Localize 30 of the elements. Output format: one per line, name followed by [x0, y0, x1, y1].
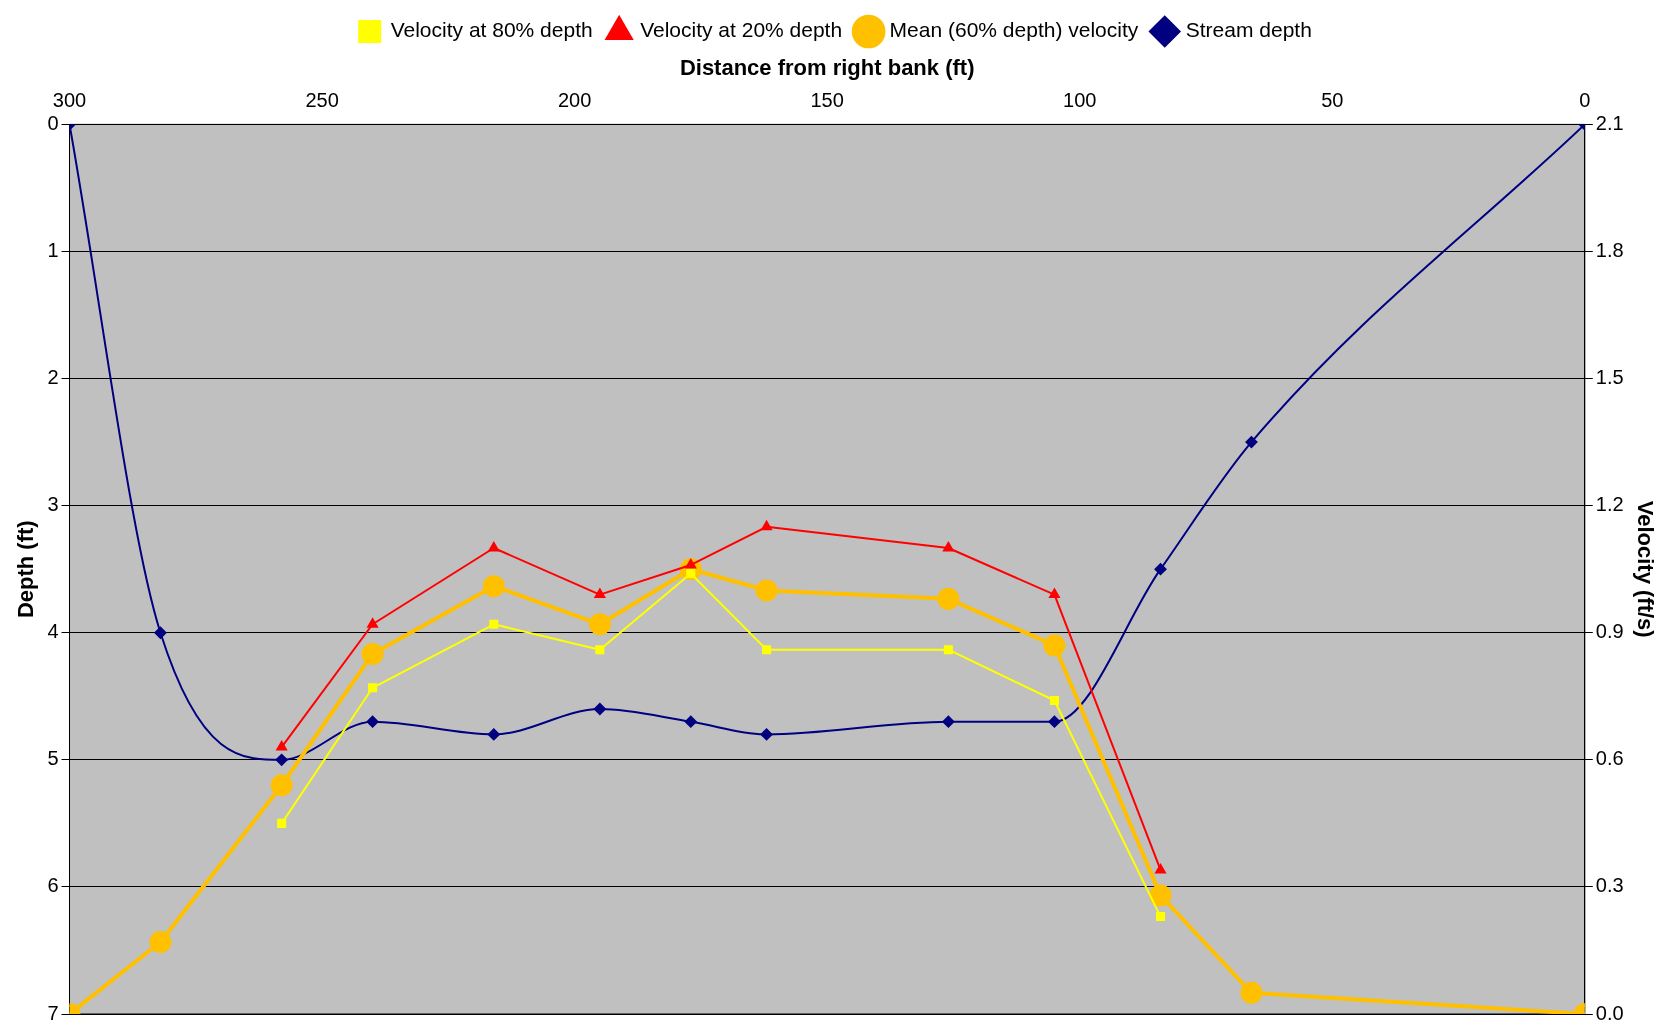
y2-tick-label: 1.8: [1595, 239, 1624, 261]
x-tick-label: 250: [305, 88, 339, 111]
x-tick-label: 200: [557, 88, 592, 111]
legend-label: Velocity at 20% depth: [640, 18, 843, 42]
y2-tick-label: 2.1: [1595, 111, 1624, 134]
y-tick-label: 1: [47, 239, 59, 261]
y-tick-label: 0: [47, 111, 59, 134]
y-tick-label: 3: [47, 493, 59, 516]
y2-tick-label: 0.0: [1595, 1001, 1624, 1024]
x-tick-label: 50: [1321, 88, 1344, 111]
y2-tick-label: 1.2: [1595, 493, 1624, 516]
legend-label: Stream depth: [1185, 18, 1312, 42]
y2-tick-label: 0.6: [1595, 747, 1624, 770]
x-tick-label: 0: [1579, 88, 1591, 111]
x-axis-title: Distance from right bank (ft): [679, 55, 975, 81]
y-tick-label: 5: [47, 747, 59, 770]
legend-label: Mean (60% depth) velocity: [889, 18, 1139, 42]
y2-tick-label: 1.5: [1595, 366, 1624, 389]
y-axis-title: Depth (ft): [13, 520, 39, 619]
y-tick-label: 4: [47, 620, 59, 643]
y-tick-label: 6: [47, 874, 59, 897]
y2-axis-title: Velocity (ft/s): [1632, 500, 1658, 638]
x-tick-label: 150: [810, 88, 844, 111]
legend-label: Velocity at 80% depth: [390, 18, 593, 42]
y-tick-label: 2: [47, 366, 59, 389]
x-tick-label: 300: [52, 88, 87, 111]
y2-tick-label: 0.3: [1595, 874, 1624, 897]
x-tick-label: 100: [1063, 88, 1097, 111]
y-tick-label: 7: [47, 1001, 59, 1024]
y2-tick-label: 0.9: [1595, 620, 1624, 643]
